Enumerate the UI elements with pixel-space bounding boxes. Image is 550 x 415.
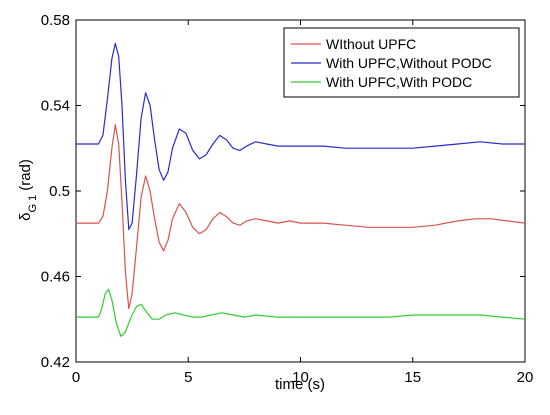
y-axis-label: δG 1 (rad) bbox=[17, 159, 39, 221]
x-tick-label: 15 bbox=[404, 369, 421, 386]
legend-label-with-upfc-without-podc: With UPFC,Without PODC bbox=[326, 55, 492, 71]
legend-box bbox=[283, 27, 520, 98]
x-tick-label: 5 bbox=[184, 369, 192, 386]
x-tick-label: 0 bbox=[72, 369, 80, 386]
y-axis-label-group: δG 1 (rad) bbox=[17, 159, 39, 221]
x-axis-label: time (s) bbox=[275, 376, 325, 393]
y-axis-label-unit: (rad) bbox=[17, 159, 34, 191]
x-tick-label: 20 bbox=[517, 369, 534, 386]
y-tick-label: 0.42 bbox=[41, 354, 70, 371]
y-tick-label: 0.5 bbox=[49, 183, 70, 200]
series-line-without-upfc bbox=[76, 124, 526, 310]
legend: WIthout UPFC With UPFC,Without PODC With… bbox=[283, 27, 520, 98]
y-tick-label: 0.58 bbox=[41, 12, 70, 29]
y-tick-label: 0.54 bbox=[41, 98, 70, 115]
y-axis-label-subscript: G 1 bbox=[27, 195, 39, 213]
series-line-with-upfc-without-podc bbox=[76, 42, 525, 231]
y-tick-label: 0.46 bbox=[41, 269, 70, 286]
x-tick-label: 10 bbox=[292, 369, 309, 386]
series-line-with-upfc-with-podc bbox=[76, 288, 526, 337]
legend-label-with-upfc-with-podc: With UPFC,With PODC bbox=[326, 74, 472, 90]
series-layer bbox=[76, 42, 526, 337]
y-axis-label-symbol: δ bbox=[17, 213, 34, 221]
ticks-layer: 0 5 10 15 20 0.42 0.46 0.5 0.54 0.58 bbox=[41, 12, 534, 386]
legend-label-without-upfc: WIthout UPFC bbox=[326, 36, 416, 52]
